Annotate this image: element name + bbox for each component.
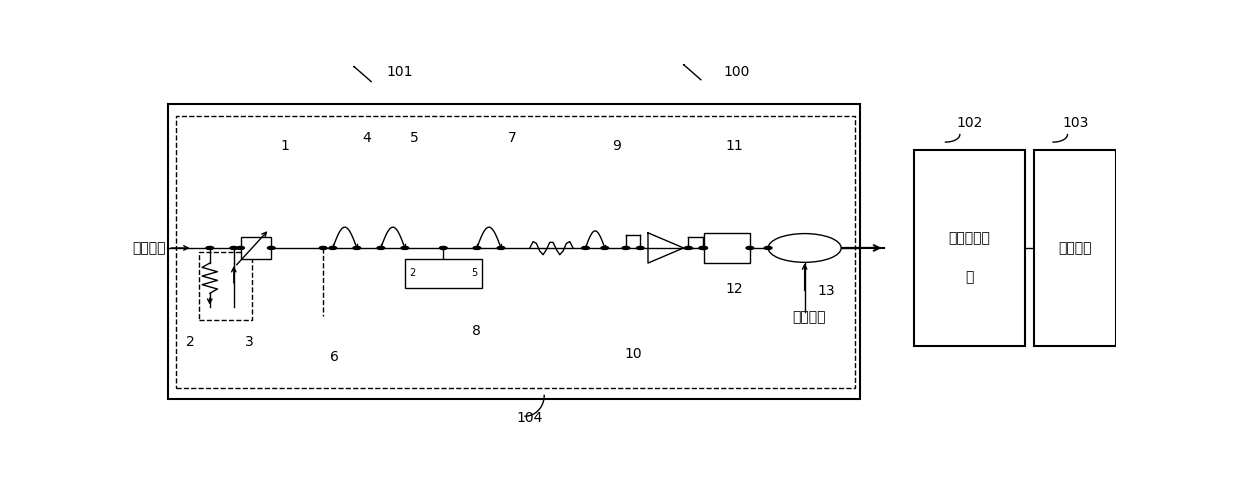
Text: 5: 5 [410,131,419,145]
Text: 1: 1 [280,138,289,153]
Circle shape [229,246,238,249]
Circle shape [329,246,336,249]
Circle shape [439,246,448,249]
Circle shape [320,246,327,249]
Text: 10: 10 [625,347,642,360]
Circle shape [237,246,244,249]
Text: 5: 5 [471,269,477,278]
Circle shape [268,246,275,249]
Bar [200,252,252,320]
Text: 2: 2 [409,269,415,278]
Text: 100: 100 [723,65,750,79]
Text: 7: 7 [508,131,517,145]
Text: 11: 11 [725,138,743,153]
Circle shape [353,246,361,249]
Text: 103: 103 [1063,116,1089,130]
Bar [404,259,481,288]
Text: 输入端口: 输入端口 [133,241,166,255]
Circle shape [684,246,692,249]
Circle shape [768,234,841,262]
Text: 12: 12 [725,282,743,297]
Text: 8: 8 [472,324,481,338]
Bar [176,116,854,388]
Circle shape [746,246,754,249]
Circle shape [636,246,644,249]
Circle shape [401,246,409,249]
Circle shape [474,246,481,249]
Text: 13: 13 [817,284,835,298]
Text: 第一本振: 第一本振 [792,310,826,325]
Circle shape [206,246,213,249]
Bar [1034,150,1116,346]
Text: 6: 6 [330,351,340,364]
Circle shape [699,246,708,249]
Circle shape [377,246,384,249]
Circle shape [764,246,773,249]
Bar [169,104,861,399]
Text: 101: 101 [387,65,413,79]
Circle shape [497,246,505,249]
Circle shape [622,246,630,249]
Text: 4: 4 [362,131,371,145]
Text: 104: 104 [517,411,543,425]
Circle shape [582,246,589,249]
Bar [704,233,750,263]
Text: 块: 块 [965,271,973,284]
Bar [914,150,1024,346]
Text: 102: 102 [957,116,983,130]
Circle shape [601,246,609,249]
Text: 中频通道模: 中频通道模 [949,231,991,245]
Circle shape [699,246,707,249]
Text: 2: 2 [186,335,195,349]
Text: 9: 9 [611,138,621,153]
Text: 3: 3 [244,335,253,349]
Text: 显示模块: 显示模块 [1059,241,1092,255]
Bar [241,237,272,259]
